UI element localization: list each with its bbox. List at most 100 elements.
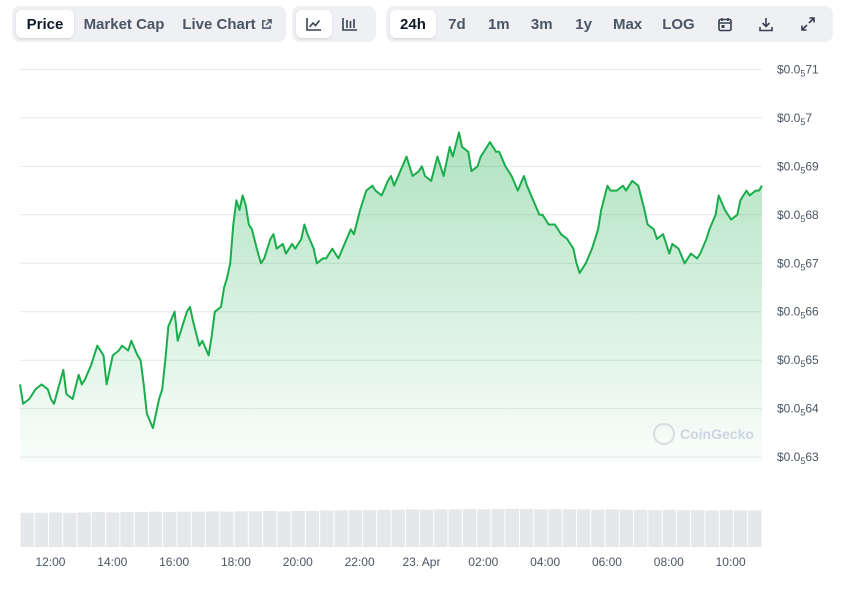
watermark-text: CoinGecko xyxy=(680,426,754,442)
volume-bar xyxy=(220,511,234,547)
volume-bar xyxy=(505,509,519,547)
y-tick-label: $0.0568 xyxy=(777,208,819,224)
range-3m[interactable]: 3m xyxy=(530,15,553,33)
x-tick-label: 14:00 xyxy=(97,555,127,569)
calendar-icon xyxy=(718,17,733,31)
volume-bar xyxy=(477,509,491,547)
volume-bar xyxy=(277,511,291,547)
x-tick-label: 12:00 xyxy=(35,555,65,569)
ohlc-chart-button[interactable] xyxy=(332,10,368,38)
volume-bar xyxy=(705,510,719,547)
tab-live-chart-label: Live Chart xyxy=(182,15,256,33)
volume-bar xyxy=(719,510,733,547)
line-chart-button[interactable] xyxy=(296,10,332,38)
volume-bar xyxy=(491,509,505,547)
volume-bar xyxy=(49,512,63,547)
calendar-button[interactable] xyxy=(705,10,745,38)
volume-bar xyxy=(148,511,163,547)
range-7d[interactable]: 7d xyxy=(448,15,466,33)
volume-bar xyxy=(234,511,248,547)
x-tick-label: 06:00 xyxy=(592,555,622,569)
volume-bar xyxy=(248,511,263,547)
y-tick-label: $0.0567 xyxy=(777,256,819,272)
volume-bar xyxy=(405,509,420,547)
range-max[interactable]: Max xyxy=(612,15,643,33)
range-and-actions: 24h 7d 1m 3m 1y Max LOG xyxy=(386,6,833,42)
tab-market-cap[interactable]: Market Cap xyxy=(83,15,165,33)
volume-bar xyxy=(733,510,748,547)
volume-bar xyxy=(519,509,534,547)
volume-bar xyxy=(91,512,106,547)
volume-bar xyxy=(676,510,691,547)
x-tick-label: 22:00 xyxy=(345,555,375,569)
range-1m[interactable]: 1m xyxy=(487,15,510,33)
volume-bar xyxy=(462,509,477,547)
range-1y[interactable]: 1y xyxy=(575,15,592,33)
x-tick-label: 10:00 xyxy=(716,555,746,569)
chart-type-switch xyxy=(292,6,376,42)
y-tick-label: $0.0571 xyxy=(777,62,819,78)
download-button[interactable] xyxy=(745,10,787,38)
volume-bar xyxy=(348,510,362,547)
x-tick-label: 20:00 xyxy=(283,555,313,569)
volume-bar xyxy=(648,510,662,547)
fullscreen-icon xyxy=(801,17,815,31)
volume-bar xyxy=(391,509,405,547)
volume-bar xyxy=(320,510,334,547)
volume-bar xyxy=(263,510,277,547)
y-tick-label: $0.0564 xyxy=(777,402,819,418)
range-24h[interactable]: 24h xyxy=(390,10,436,38)
volume-bar xyxy=(691,510,705,547)
volume-bar xyxy=(434,509,448,547)
x-tick-label: 02:00 xyxy=(468,555,498,569)
y-tick-label: $0.0566 xyxy=(777,305,819,321)
volume-bar xyxy=(420,509,434,547)
volume-bar xyxy=(120,512,134,547)
volume-bar xyxy=(534,509,548,547)
price-area xyxy=(20,132,762,462)
coingecko-logo-icon xyxy=(653,423,675,445)
download-icon xyxy=(759,17,774,31)
fullscreen-button[interactable] xyxy=(787,10,829,38)
y-tick-label: $0.0563 xyxy=(777,450,819,466)
scale-log[interactable]: LOG xyxy=(662,15,695,33)
y-tick-label: $0.0565 xyxy=(777,353,819,369)
volume-bar xyxy=(291,510,305,547)
ohlc-chart-icon xyxy=(342,18,357,31)
external-link-icon xyxy=(261,18,272,29)
volume-bar xyxy=(362,510,377,547)
volume-bar xyxy=(305,510,320,547)
x-tick-label: 08:00 xyxy=(654,555,684,569)
volume-bar xyxy=(577,509,591,547)
volume-bar xyxy=(619,509,634,547)
tab-price[interactable]: Price xyxy=(16,10,74,38)
volume-bar xyxy=(34,512,49,547)
volume-bar xyxy=(605,509,619,547)
volume-bar xyxy=(163,512,177,547)
volume-bar xyxy=(748,510,762,547)
y-tick-label: $0.0569 xyxy=(777,159,819,175)
x-tick-label: 04:00 xyxy=(530,555,560,569)
volume-bar xyxy=(77,512,91,547)
volume-bar xyxy=(206,511,220,547)
volume-bar xyxy=(662,509,676,547)
line-chart-icon xyxy=(306,18,321,31)
coingecko-watermark: CoinGecko xyxy=(653,423,754,445)
volume-bar xyxy=(106,512,120,547)
volume-bar xyxy=(448,509,462,547)
volume-bar xyxy=(562,509,576,547)
volume-bar xyxy=(191,511,205,547)
x-tick-label: 16:00 xyxy=(159,555,189,569)
volume-bar xyxy=(548,509,562,547)
volume-bar xyxy=(591,509,605,547)
volume-bar xyxy=(20,512,34,547)
volume-bar xyxy=(334,510,348,547)
x-tick-label: 23. Apr xyxy=(402,555,440,569)
y-tick-label: $0.057 xyxy=(777,111,812,127)
volume-bar xyxy=(634,509,648,547)
volume-bar xyxy=(377,509,391,547)
tab-live-chart[interactable]: Live Chart xyxy=(174,10,280,38)
volume-bar xyxy=(177,511,191,547)
volume-bar xyxy=(134,512,148,547)
